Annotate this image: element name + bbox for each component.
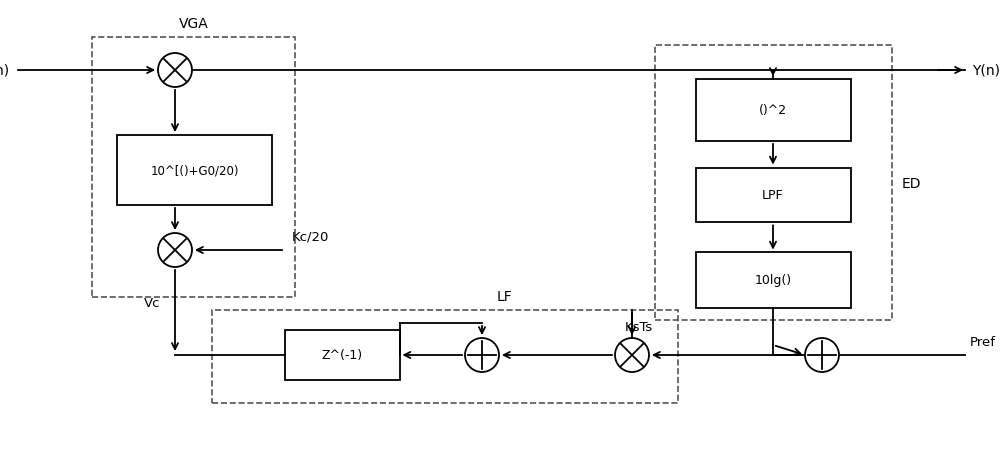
- Text: Y(n): Y(n): [972, 64, 1000, 78]
- Text: ED: ED: [902, 176, 922, 190]
- Text: Pref: Pref: [970, 335, 996, 348]
- Bar: [285, 330, 400, 380]
- Bar: [212, 310, 678, 403]
- Text: VGA: VGA: [179, 17, 208, 31]
- Text: LF: LF: [497, 289, 513, 303]
- Bar: [92, 38, 295, 298]
- Text: Z^(-1): Z^(-1): [321, 349, 363, 362]
- Circle shape: [158, 54, 192, 88]
- Circle shape: [158, 233, 192, 268]
- Text: Vc: Vc: [144, 296, 160, 309]
- Bar: [118, 136, 272, 206]
- Text: LPF: LPF: [762, 189, 784, 202]
- Circle shape: [465, 338, 499, 372]
- Text: 10lg(): 10lg(): [754, 274, 792, 287]
- Text: ()^2: ()^2: [759, 104, 787, 117]
- Bar: [696, 253, 850, 308]
- Text: 10^[()+G0/20): 10^[()+G0/20): [151, 164, 239, 177]
- Circle shape: [805, 338, 839, 372]
- Text: X(n): X(n): [0, 64, 10, 78]
- Text: KsTs: KsTs: [625, 320, 653, 333]
- Circle shape: [615, 338, 649, 372]
- Bar: [655, 46, 892, 320]
- Bar: [696, 168, 850, 223]
- Bar: [696, 80, 850, 142]
- Text: Kc/20: Kc/20: [292, 231, 329, 243]
